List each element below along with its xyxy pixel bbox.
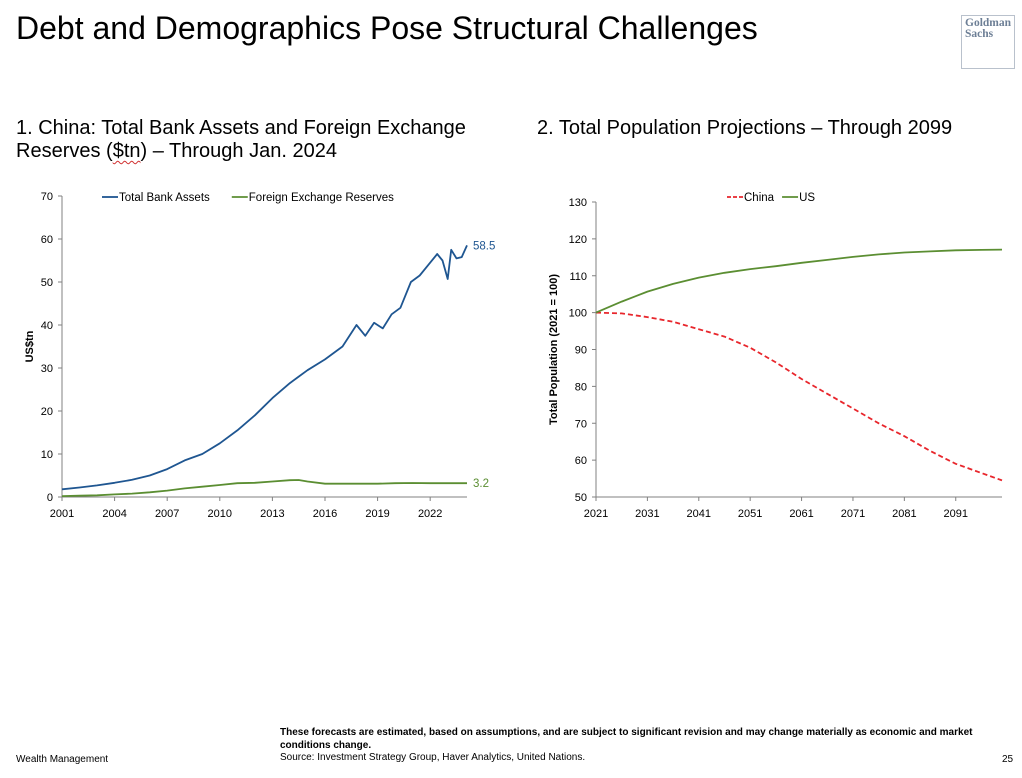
x-tick-label: 2022 [418, 508, 442, 520]
series-line-foreign-exchange-reserves [61, 479, 467, 497]
x-tick-label: 2019 [365, 508, 389, 520]
y-axis-title: Total Population (2021 = 100) [548, 274, 560, 425]
legend-label: US [799, 192, 815, 204]
legend-label: Total Bank Assets [119, 192, 210, 204]
x-tick-label: 2041 [687, 508, 711, 520]
page-number: 25 [1002, 754, 1014, 765]
x-tick-label: 2013 [260, 508, 284, 520]
page-title: Debt and Demographics Pose Structural Ch… [16, 10, 758, 46]
y-tick-label: 110 [569, 271, 587, 283]
series-line-china [595, 311, 1003, 482]
disclaimer-text: These forecasts are estimated, based on … [280, 727, 973, 751]
data-label-end: 58.5 [473, 240, 495, 252]
y-tick-label: 70 [41, 191, 53, 203]
chart1-title: 1. China: Total Bank Assets and Foreign … [16, 117, 516, 163]
series-line-total-bank-assets [61, 245, 468, 491]
chart1-title-part-b: $tn [112, 140, 141, 162]
y-tick-label: 50 [41, 277, 53, 289]
x-tick-label: 2007 [155, 508, 179, 520]
x-tick-label: 2051 [738, 508, 762, 520]
data-label-end: 3.2 [473, 478, 489, 490]
y-tick-label: 40 [41, 320, 53, 332]
y-tick-label: 90 [575, 345, 587, 357]
population-chart: 50 60 70 80 90 100 110 120 130 2021 2031 2041 2051 20… [548, 192, 1003, 520]
x-tick-label: 2031 [635, 508, 659, 520]
y-tick-label: 100 [569, 308, 587, 320]
logo-text-line2: Sachs [965, 28, 994, 40]
source-text: Source: Investment Strategy Group, Haver… [280, 752, 586, 763]
y-tick-label: 0 [47, 492, 53, 504]
logo-text-line1: Goldman [965, 17, 1012, 29]
y-tick-label: 50 [575, 492, 587, 504]
x-tick-label: 2061 [789, 508, 813, 520]
x-tick-label: 2016 [313, 508, 337, 520]
y-tick-label: 20 [41, 406, 53, 418]
legend-label: Foreign Exchange Reserves [249, 192, 394, 204]
legend-label: China [744, 192, 775, 204]
x-tick-label: 2091 [944, 508, 968, 520]
bank-assets-chart: 0 10 20 30 40 50 60 70 2001 2004 2007 2010 2013 2016 2… [24, 191, 495, 520]
goldman-sachs-logo: Goldman Sachs [961, 15, 1015, 69]
chart2-title: 2. Total Population Projections – Throug… [537, 117, 953, 139]
chart1-title-part-a: 1. China: Total Bank Assets and Foreign … [16, 117, 466, 162]
y-tick-label: 10 [41, 449, 53, 461]
y-tick-label: 80 [575, 381, 587, 393]
y-tick-label: 120 [569, 234, 587, 246]
footer-wealth-management: Wealth Management [16, 754, 109, 765]
chart1-title-part-c: ) – Through Jan. 2024 [140, 140, 337, 162]
y-tick-label: 70 [575, 418, 587, 430]
x-tick-label: 2071 [841, 508, 865, 520]
y-tick-label: 130 [569, 197, 587, 209]
x-tick-label: 2021 [584, 508, 608, 520]
y-tick-label: 30 [41, 363, 53, 375]
y-tick-label: 60 [575, 455, 587, 467]
series-line-us [595, 248, 1003, 314]
x-tick-label: 2001 [50, 508, 74, 520]
y-tick-label: 60 [41, 234, 53, 246]
x-tick-label: 2004 [102, 508, 126, 520]
x-tick-label: 2081 [892, 508, 916, 520]
x-tick-label: 2010 [208, 508, 232, 520]
y-axis-title: US$tn [24, 330, 36, 362]
